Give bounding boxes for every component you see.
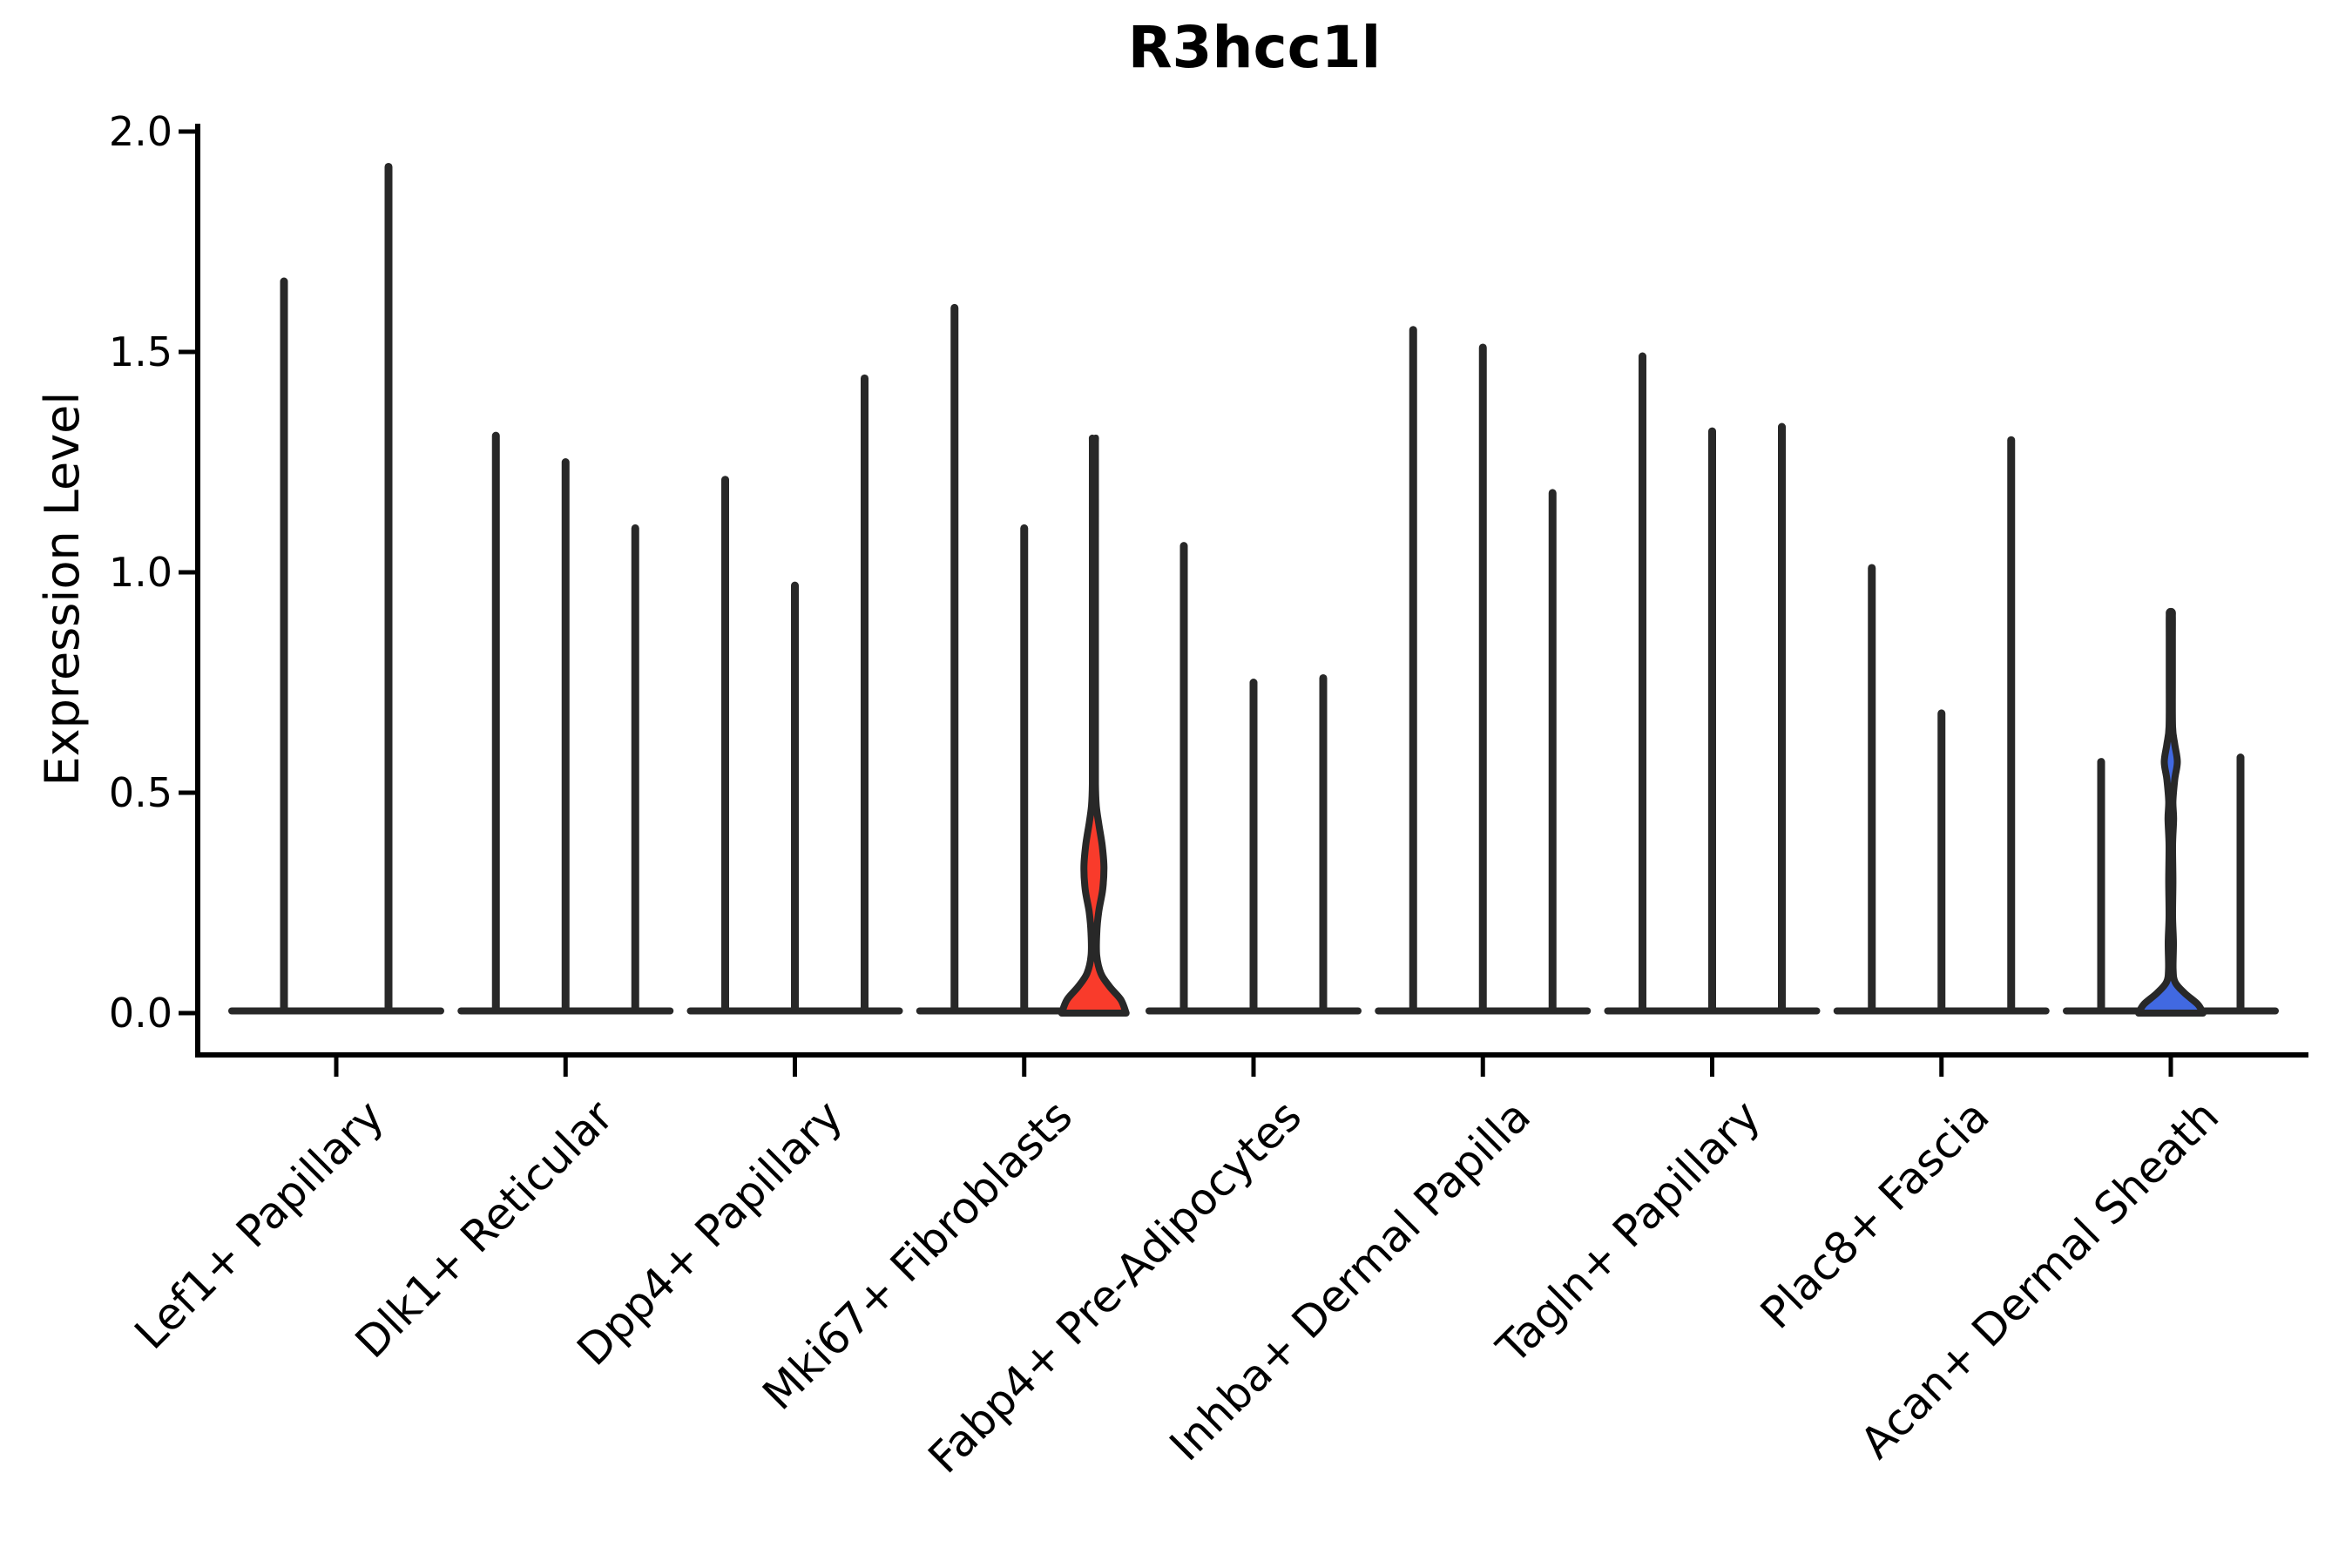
- highlighted-violin: [2135, 607, 2207, 1017]
- y-tick-label: 0.0: [108, 990, 172, 1037]
- y-tick-label: 0.5: [108, 769, 172, 816]
- y-tick-label: 1.5: [108, 328, 172, 375]
- plot-title: R3hcc1l: [1127, 14, 1382, 81]
- y-tick-label: 1.0: [108, 549, 172, 596]
- y-tick-label: 2.0: [108, 108, 172, 155]
- highlighted-violin: [1058, 434, 1130, 1017]
